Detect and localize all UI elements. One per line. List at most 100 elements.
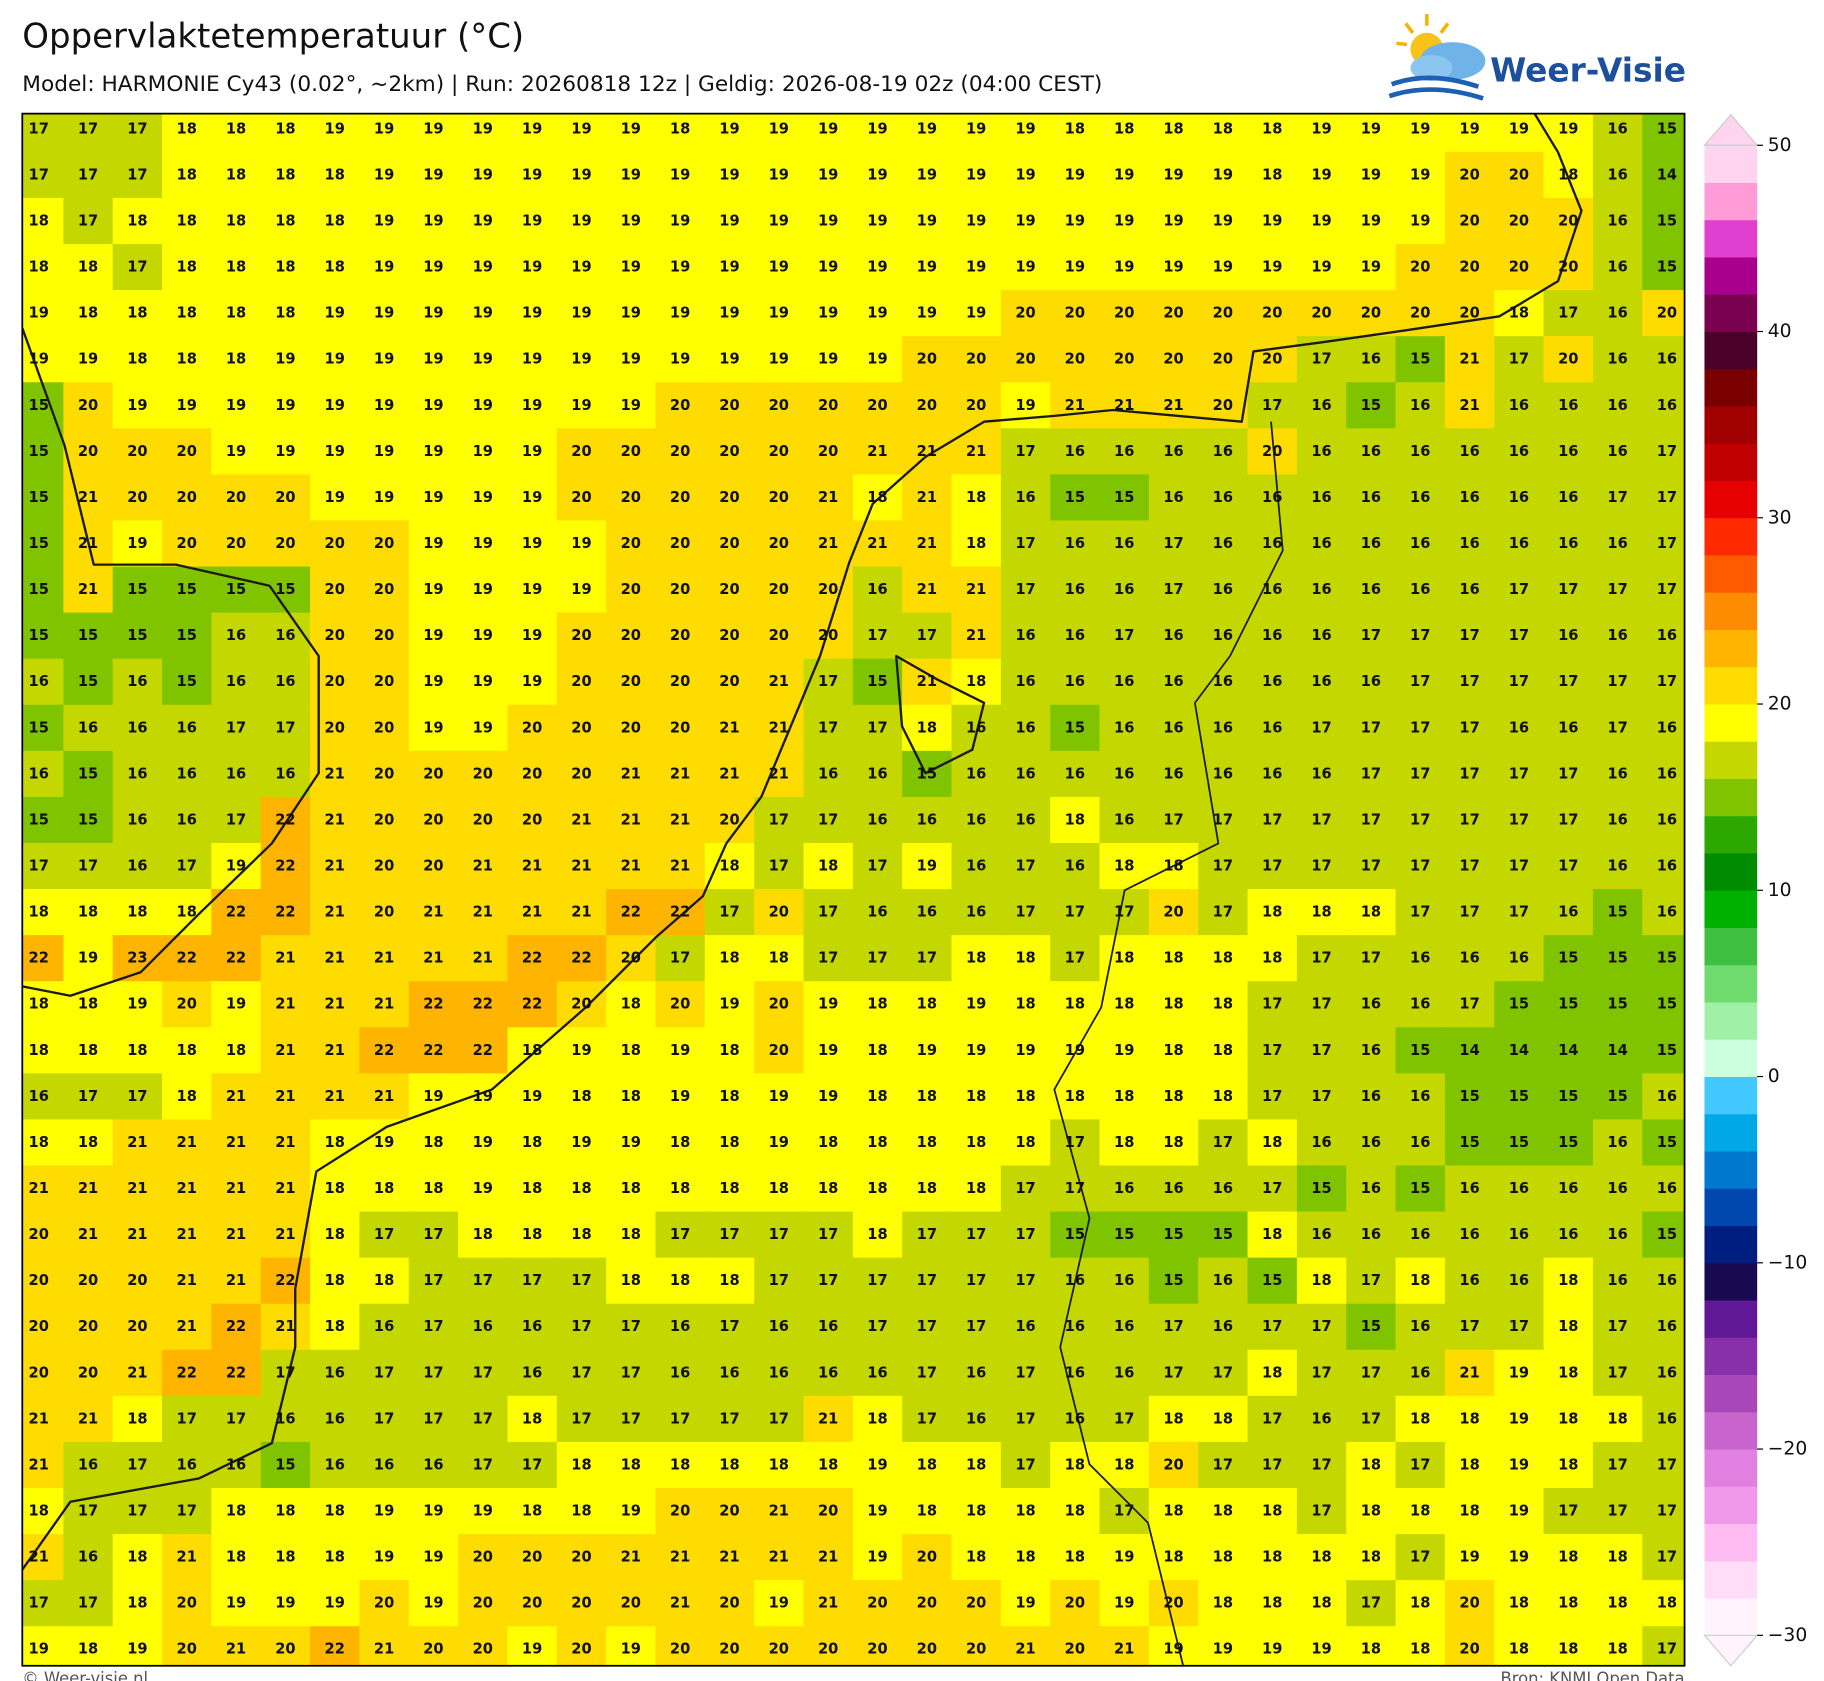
temperature-label: 19	[1015, 1042, 1035, 1059]
temperature-cell	[1642, 704, 1685, 752]
temperature-cell	[655, 704, 706, 752]
temperature-label: 16	[1361, 489, 1381, 506]
temperature-label: 19	[374, 305, 394, 322]
temperature-label: 16	[1558, 627, 1578, 644]
temperature-cell	[507, 658, 558, 706]
temperature-label: 21	[177, 1134, 197, 1151]
temperature-cell	[1198, 1027, 1249, 1074]
temperature-label: 16	[1262, 535, 1282, 552]
temperature-label: 19	[325, 1595, 345, 1612]
temperature-cell	[1642, 842, 1685, 890]
temperature-label: 19	[571, 213, 591, 230]
temperature-label: 20	[670, 489, 690, 506]
temperature-label: 20	[719, 535, 739, 552]
temperature-label: 18	[719, 1180, 739, 1197]
temperature-cell	[112, 704, 163, 752]
temperature-label: 17	[374, 1364, 394, 1381]
temperature-label: 17	[1410, 673, 1430, 690]
temperature-cell	[1296, 428, 1347, 475]
temperature-label: 18	[966, 1503, 986, 1520]
temperature-cell	[1346, 842, 1397, 890]
temperature-label: 18	[226, 1042, 246, 1059]
temperature-label: 17	[621, 1410, 641, 1427]
temperature-cell	[704, 612, 755, 660]
temperature-cell	[556, 428, 607, 475]
temperature-cell	[951, 796, 1002, 844]
temperature-cell	[754, 151, 805, 199]
temperature-cell	[1148, 750, 1199, 798]
temperature-cell	[1444, 474, 1495, 522]
temperature-cell	[852, 658, 903, 706]
temperature-cell	[1099, 382, 1150, 429]
temperature-label: 17	[818, 1226, 838, 1243]
temperature-cell	[1148, 290, 1199, 337]
colorbar-tick-label: 50	[1768, 135, 1792, 156]
temperature-cell	[1050, 842, 1101, 890]
temperature-label: 17	[1311, 1042, 1331, 1059]
temperature-label: 19	[325, 489, 345, 506]
temperature-cell	[1000, 658, 1051, 706]
temperature-label: 18	[1163, 1134, 1183, 1151]
temperature-label: 17	[1213, 1134, 1233, 1151]
temperature-label: 18	[1262, 950, 1282, 967]
temperature-cell	[655, 935, 706, 982]
temperature-label: 22	[226, 950, 246, 967]
temperature-cell	[211, 1119, 262, 1167]
temperature-label: 17	[1509, 627, 1529, 644]
temperature-label: 20	[818, 581, 838, 598]
temperature-cell	[359, 842, 410, 890]
temperature-label: 20	[374, 581, 394, 598]
temperature-cell	[1444, 704, 1495, 752]
temperature-cell	[951, 566, 1002, 614]
temperature-cell	[1346, 796, 1397, 844]
temperature-label: 18	[719, 1272, 739, 1289]
colorbar-segment	[1704, 443, 1758, 481]
temperature-cell	[1543, 197, 1594, 245]
colorbar-segment	[1704, 1449, 1758, 1487]
temperature-label: 19	[719, 351, 739, 368]
temperature-label: 19	[769, 1088, 789, 1105]
temperature-label: 19	[966, 259, 986, 276]
temperature-label: 20	[621, 1595, 641, 1612]
temperature-label: 19	[818, 1088, 838, 1105]
temperature-label: 16	[1607, 443, 1627, 460]
temperature-label: 19	[621, 305, 641, 322]
temperature-cell	[1543, 520, 1594, 568]
temperature-cell	[458, 842, 509, 890]
temperature-cell	[754, 336, 805, 383]
temperature-cell	[507, 1027, 558, 1074]
temperature-label: 21	[78, 581, 98, 598]
temperature-cell	[1543, 382, 1594, 429]
temperature-label: 16	[1311, 765, 1331, 782]
temperature-label: 16	[1410, 397, 1430, 414]
temperature-label: 18	[522, 1134, 542, 1151]
temperature-label: 17	[621, 1364, 641, 1381]
temperature-label: 18	[719, 950, 739, 967]
temperature-cell	[1543, 566, 1594, 614]
temperature-cell	[1099, 612, 1150, 660]
temperature-label: 20	[670, 673, 690, 690]
temperature-label: 22	[473, 996, 493, 1013]
temperature-cell	[1198, 474, 1249, 522]
temperature-label: 16	[1657, 1410, 1677, 1427]
temperature-label: 20	[571, 1549, 591, 1566]
temperature-cell	[1050, 382, 1101, 429]
temperature-cell	[1198, 336, 1249, 383]
temperature-label: 18	[275, 259, 295, 276]
temperature-label: 22	[177, 1364, 197, 1381]
temperature-cell	[507, 842, 558, 890]
temperature-cell	[902, 935, 953, 982]
temperature-label: 19	[621, 397, 641, 414]
temperature-label: 18	[769, 1180, 789, 1197]
temperature-label: 16	[1213, 1180, 1233, 1197]
temperature-label: 17	[1311, 1456, 1331, 1473]
temperature-cell	[1198, 1073, 1249, 1120]
temperature-cell	[1148, 658, 1199, 706]
temperature-label: 18	[1262, 904, 1282, 921]
temperature-label: 17	[719, 1318, 739, 1335]
temperature-cell	[606, 382, 657, 429]
temperature-cell	[556, 658, 607, 706]
temperature-label: 18	[621, 1226, 641, 1243]
temperature-cell	[1444, 981, 1495, 1028]
temperature-cell	[704, 1073, 755, 1120]
